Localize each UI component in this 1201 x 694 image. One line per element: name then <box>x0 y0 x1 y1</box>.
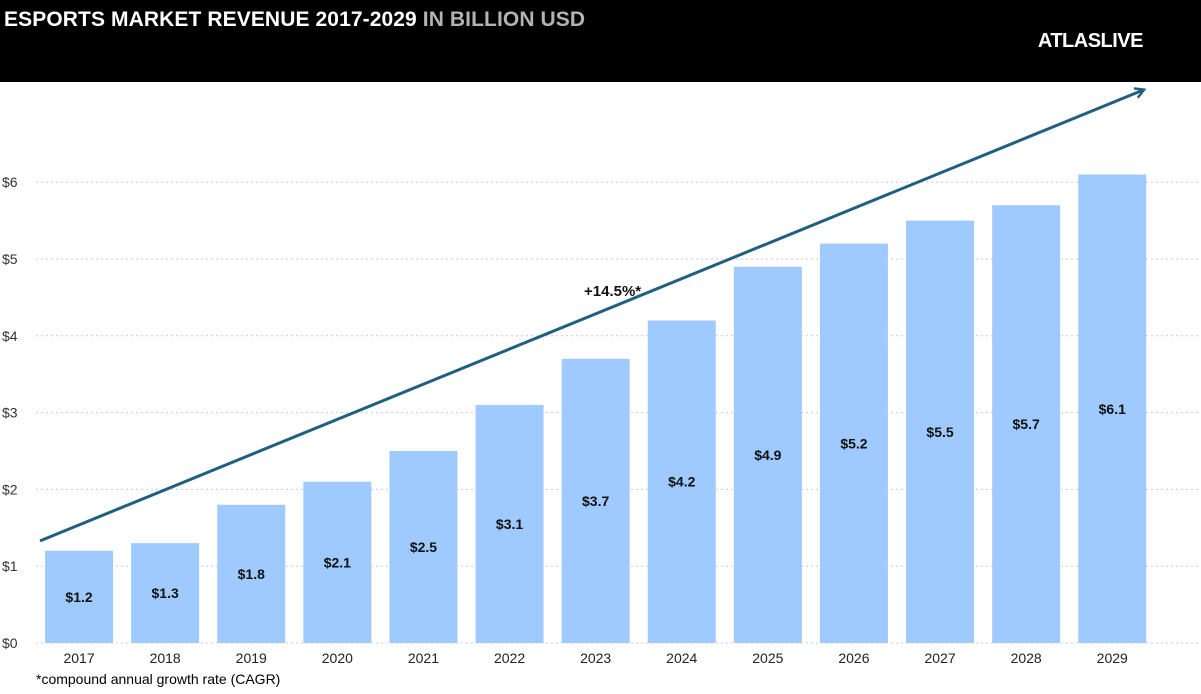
y-tick-label: $3 <box>2 405 18 421</box>
cagr-footnote: *compound annual growth rate (CAGR) <box>36 671 281 687</box>
x-tick-label: 2017 <box>63 650 94 666</box>
bar <box>906 220 975 643</box>
chart-title-main: ESPORTS MARKET REVENUE 2017-2029 <box>4 8 417 31</box>
trend-layer <box>39 90 1143 543</box>
y-tick-label: $2 <box>2 481 18 497</box>
bar <box>217 504 286 643</box>
data-label: $4.2 <box>668 474 695 490</box>
data-label: $3.1 <box>496 516 523 532</box>
bar <box>45 550 114 643</box>
chart-header: ESPORTS MARKET REVENUE 2017-2029 IN BILL… <box>0 0 1201 82</box>
bars-layer <box>45 174 1147 644</box>
bar <box>647 320 716 643</box>
cagr-annotation: +14.5%* <box>584 283 641 300</box>
atlaslive-logo: ATLASLIVE <box>1037 30 1144 52</box>
data-label: $4.9 <box>754 447 781 463</box>
x-tick-label: 2022 <box>494 650 525 666</box>
y-tick-label: $5 <box>2 251 18 267</box>
x-tick-label: 2029 <box>1097 650 1128 666</box>
x-tick-label: 2025 <box>752 650 783 666</box>
y-tick-label: $1 <box>2 558 18 574</box>
y-tick-label: $4 <box>2 328 18 344</box>
y-tick-label: $6 <box>2 174 18 190</box>
x-tick-label: 2024 <box>666 650 697 666</box>
x-tick-label: 2023 <box>580 650 611 666</box>
data-label: $5.7 <box>1013 416 1040 432</box>
chart-title: ESPORTS MARKET REVENUE 2017-2029 IN BILL… <box>4 8 585 32</box>
data-label: $2.1 <box>324 554 351 570</box>
bar <box>303 481 372 643</box>
y-tick-label: $0 <box>2 635 18 651</box>
chart-title-unit: IN BILLION USD <box>422 8 586 31</box>
trend-arrow <box>39 90 1143 543</box>
bar <box>131 543 200 643</box>
labels-layer: $0 $1 $2 $3 $4 $5 $6 $1.2 2017 $1.3 2018 $1.8 2019 $2… <box>2 174 1128 666</box>
data-label: $1.2 <box>65 589 92 605</box>
x-tick-label: 2021 <box>408 650 439 666</box>
data-label: $5.2 <box>840 435 867 451</box>
bar <box>475 404 544 643</box>
x-tick-label: 2027 <box>924 650 955 666</box>
bar <box>389 451 458 643</box>
bar <box>992 205 1061 644</box>
x-tick-label: 2018 <box>150 650 181 666</box>
data-label: $1.8 <box>238 566 265 582</box>
bar <box>1078 174 1147 643</box>
x-tick-label: 2019 <box>236 650 267 666</box>
bar <box>819 243 888 643</box>
data-label: $3.7 <box>582 493 609 509</box>
bar <box>733 266 802 643</box>
data-label: $2.5 <box>410 539 437 555</box>
x-tick-label: 2026 <box>838 650 869 666</box>
data-label: $5.5 <box>926 424 953 440</box>
x-tick-label: 2020 <box>322 650 353 666</box>
data-label: $1.3 <box>152 585 179 601</box>
x-tick-label: 2028 <box>1011 650 1042 666</box>
bar <box>561 358 630 643</box>
data-label: $6.1 <box>1099 401 1126 417</box>
